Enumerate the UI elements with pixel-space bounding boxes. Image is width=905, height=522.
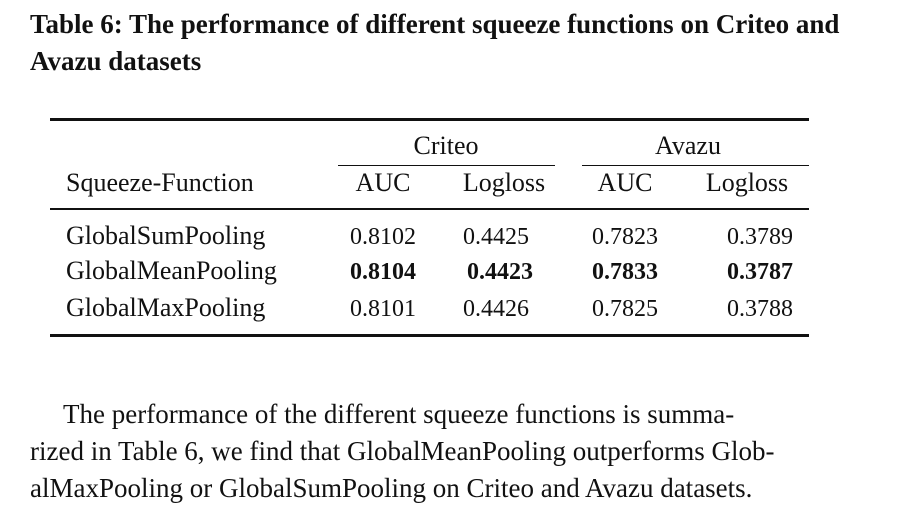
table-caption: Table 6: The performance of different sq… [30,9,840,76]
table-top-rule [50,118,809,121]
group-header-avazu: Avazu [655,131,721,160]
cell-criteo-auc: 0.8104 [350,259,416,285]
paragraph-line: alMaxPooling or GlobalSumPooling on Crit… [30,473,753,503]
cell-criteo-logloss: 0.4425 [463,224,529,250]
column-header-avazu-auc: AUC [597,168,653,197]
paragraph-line: The performance of the different squeeze… [63,399,735,429]
avazu-group-rule [582,165,809,166]
cell-avazu-auc: 0.7833 [592,259,658,285]
table-bottom-rule [50,334,809,337]
body-paragraph: The performance of the different squeeze… [30,396,836,507]
cell-criteo-auc: 0.8102 [350,224,416,250]
column-header-criteo-logloss: Logloss [462,168,546,197]
row-label: GlobalMeanPooling [66,256,277,285]
column-header-criteo-auc: AUC [355,168,411,197]
table-header-rule [50,208,809,210]
cell-avazu-logloss: 0.3787 [727,259,793,285]
column-header-avazu-logloss: Logloss [705,168,789,197]
cell-criteo-logloss: 0.4426 [463,296,529,322]
paragraph-line: rized in Table 6, we find that GlobalMea… [30,436,775,466]
cell-criteo-auc: 0.8101 [350,296,416,322]
cell-avazu-logloss: 0.3789 [727,224,793,250]
cell-avazu-auc: 0.7825 [592,296,658,322]
cell-avazu-logloss: 0.3788 [727,296,793,322]
row-label: GlobalMaxPooling [66,293,266,322]
cell-criteo-logloss: 0.4423 [467,259,533,285]
group-header-criteo: Criteo [413,131,479,160]
cell-avazu-auc: 0.7823 [592,224,658,250]
column-header-squeeze-function: Squeeze-Function [66,168,254,197]
criteo-group-rule [338,165,555,166]
row-label: GlobalSumPooling [66,221,266,250]
